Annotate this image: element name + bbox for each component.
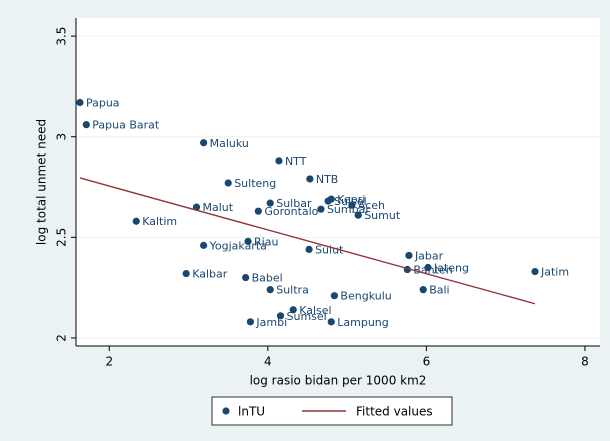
point <box>306 175 314 183</box>
point <box>276 312 285 320</box>
point <box>305 245 313 254</box>
point-label: Papua <box>86 97 120 110</box>
point-label: Kalsel <box>299 304 331 317</box>
x-tick-label: 2 <box>105 355 113 369</box>
point <box>405 251 413 260</box>
fitted-line <box>79 177 536 305</box>
point-label: NTT <box>285 155 307 168</box>
point <box>419 286 427 294</box>
point <box>324 197 332 205</box>
point <box>242 273 250 282</box>
point <box>289 306 297 314</box>
point <box>200 139 208 147</box>
x-tick-label: 4 <box>264 355 272 369</box>
point-label: Maluku <box>210 137 249 150</box>
point-label: Sulteng <box>234 177 276 190</box>
point <box>192 203 201 211</box>
point-label: Jabar <box>414 249 444 262</box>
point-label: Kalbar <box>192 268 228 281</box>
point <box>132 217 140 225</box>
point-label: Sultra <box>276 284 309 297</box>
y-axis-title: log total unmet need <box>35 119 49 245</box>
point-label: Malut <box>202 201 233 214</box>
x-axis-title: log rasio bidan per 1000 km2 <box>250 374 427 388</box>
point <box>76 98 84 107</box>
point-label: Sulut <box>315 243 344 256</box>
point <box>224 179 232 187</box>
legend-label: lnTU <box>238 405 265 419</box>
point <box>246 318 255 326</box>
point <box>531 267 539 276</box>
x-tick-label: 6 <box>423 355 431 369</box>
point <box>424 263 432 272</box>
point-label: Sulsel <box>334 195 367 208</box>
point-label: Lampung <box>337 316 389 329</box>
point <box>200 241 208 249</box>
point-label: Aceh <box>358 199 385 212</box>
point <box>354 211 362 219</box>
x-tick-label: 8 <box>581 355 589 369</box>
point <box>254 207 262 215</box>
point <box>348 201 356 209</box>
point-label: Kepri <box>337 193 365 206</box>
point-label: Kaltim <box>142 215 177 228</box>
point <box>330 292 339 300</box>
point <box>317 205 325 213</box>
point <box>82 121 90 129</box>
point-label: NTB <box>316 173 339 186</box>
point-label: Bali <box>429 284 449 297</box>
point <box>327 318 335 326</box>
point <box>182 269 190 278</box>
legend-marker <box>222 407 230 415</box>
y-tick-label: 2.5 <box>55 228 69 247</box>
point-label: Jateng <box>433 262 469 275</box>
point <box>266 286 274 294</box>
point-label: Bengkulu <box>340 290 391 303</box>
point-label: Jambi <box>255 316 287 329</box>
plot-area <box>76 18 600 346</box>
y-tick-label: 3.5 <box>55 27 69 46</box>
point-label: Papua Barat <box>92 119 160 132</box>
point-label: Riau <box>254 235 278 248</box>
point-label: Jatim <box>540 266 569 279</box>
point-label: Sumut <box>364 209 401 222</box>
point <box>266 199 274 207</box>
point-label: Yogjakarta <box>209 239 267 252</box>
point <box>244 237 252 245</box>
point-label: Sumsel <box>287 310 327 323</box>
y-tick-label: 3 <box>55 133 69 141</box>
legend-label: Fitted values <box>356 405 433 419</box>
y-tick-label: 2 <box>55 334 69 342</box>
point <box>275 157 283 165</box>
point-label: Sulbar <box>276 197 312 210</box>
point-label: Babel <box>252 272 283 285</box>
point-label: Gorontalo <box>264 205 318 218</box>
